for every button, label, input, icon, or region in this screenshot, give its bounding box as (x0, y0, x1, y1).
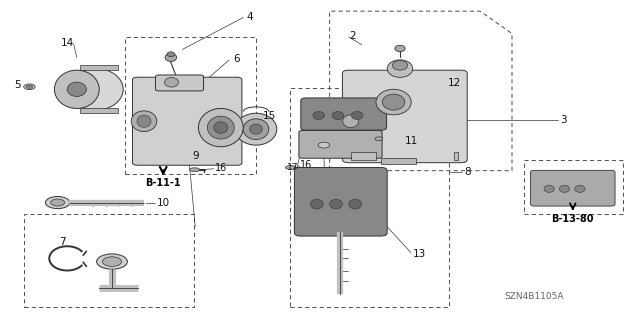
Ellipse shape (392, 61, 408, 70)
Ellipse shape (310, 199, 323, 209)
FancyBboxPatch shape (156, 75, 204, 91)
Bar (80, 65, 118, 70)
Text: 4: 4 (246, 11, 253, 22)
Bar (381, 158, 416, 164)
Ellipse shape (343, 115, 359, 128)
Ellipse shape (285, 166, 296, 169)
Ellipse shape (243, 119, 269, 140)
Bar (80, 108, 118, 113)
Ellipse shape (189, 168, 200, 172)
Text: 15: 15 (262, 111, 276, 122)
Ellipse shape (198, 108, 243, 147)
Ellipse shape (375, 137, 383, 141)
Text: 18: 18 (319, 169, 330, 178)
Text: B-13-80: B-13-80 (552, 213, 594, 224)
Ellipse shape (250, 124, 262, 134)
Bar (524, 160, 623, 214)
Text: 7: 7 (60, 237, 66, 248)
Ellipse shape (51, 199, 65, 206)
Ellipse shape (575, 185, 585, 192)
Ellipse shape (67, 82, 86, 97)
Text: SZN4B1105A: SZN4B1105A (505, 292, 564, 301)
Text: 17: 17 (287, 163, 298, 172)
Text: 3: 3 (560, 115, 566, 125)
Ellipse shape (24, 84, 35, 90)
Text: 12: 12 (448, 78, 461, 88)
FancyBboxPatch shape (132, 77, 242, 165)
Ellipse shape (544, 185, 554, 192)
Ellipse shape (214, 122, 228, 133)
Ellipse shape (69, 69, 123, 110)
Ellipse shape (387, 60, 413, 77)
Ellipse shape (376, 89, 412, 115)
Ellipse shape (102, 257, 122, 266)
Text: 16: 16 (300, 160, 312, 170)
Text: 14: 14 (61, 38, 74, 48)
Ellipse shape (349, 199, 362, 209)
FancyBboxPatch shape (531, 170, 615, 206)
Ellipse shape (313, 112, 324, 120)
Ellipse shape (318, 142, 330, 148)
Text: 8: 8 (464, 167, 470, 177)
Text: 11: 11 (404, 136, 418, 146)
Text: 13: 13 (413, 249, 426, 259)
Ellipse shape (330, 199, 342, 209)
Ellipse shape (207, 116, 234, 139)
Ellipse shape (45, 197, 70, 209)
Ellipse shape (332, 112, 344, 120)
Ellipse shape (137, 115, 151, 127)
Ellipse shape (383, 94, 405, 110)
Ellipse shape (559, 185, 570, 192)
Bar (290, 88, 449, 307)
Ellipse shape (236, 113, 277, 145)
Text: 9: 9 (192, 151, 198, 161)
Ellipse shape (97, 254, 127, 269)
Bar (125, 37, 256, 174)
Ellipse shape (54, 70, 99, 108)
FancyBboxPatch shape (294, 167, 387, 236)
FancyBboxPatch shape (301, 98, 387, 130)
Ellipse shape (131, 111, 157, 132)
FancyBboxPatch shape (299, 130, 382, 158)
FancyBboxPatch shape (342, 70, 467, 163)
Ellipse shape (167, 52, 175, 57)
Text: B-11-1: B-11-1 (145, 178, 181, 189)
Text: 16: 16 (215, 163, 227, 174)
Ellipse shape (351, 112, 363, 120)
Bar (454, 152, 458, 160)
Text: 5: 5 (15, 79, 21, 90)
Bar (24, 214, 194, 307)
Ellipse shape (165, 54, 177, 62)
Bar (351, 152, 376, 160)
Text: 10: 10 (157, 197, 170, 208)
Text: 6: 6 (234, 54, 240, 64)
Ellipse shape (395, 45, 405, 52)
Ellipse shape (26, 85, 33, 88)
Ellipse shape (164, 78, 179, 87)
Text: 2: 2 (349, 31, 355, 41)
